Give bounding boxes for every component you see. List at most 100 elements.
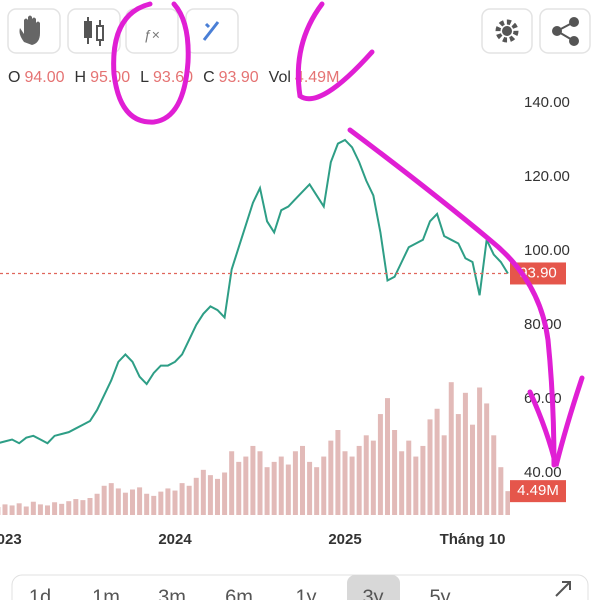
range-button[interactable]: 3m <box>158 586 186 600</box>
volume-bar <box>463 393 468 515</box>
toolbar: ƒ× <box>8 9 590 53</box>
volume-bar <box>286 465 291 515</box>
range-button[interactable]: 5y <box>429 586 450 600</box>
volume-bar <box>144 494 149 515</box>
volume-bar <box>371 441 376 515</box>
y-tick-label: 100.00 <box>524 242 570 259</box>
volume-bar <box>413 457 418 515</box>
x-tick-label: Tháng 10 <box>440 531 506 548</box>
ohlc-value: 94.00 <box>24 69 64 86</box>
ohlc-key: O <box>8 69 20 86</box>
volume-bar <box>378 414 383 515</box>
volume-bar <box>343 451 348 515</box>
volume-bar <box>123 493 128 515</box>
range-button[interactable]: 6m <box>225 586 253 600</box>
volume-bar <box>31 502 36 515</box>
volume-bar <box>173 491 178 515</box>
volume-bar <box>392 430 397 515</box>
volume-bar <box>357 446 362 515</box>
volume-bar <box>385 398 390 515</box>
share-button[interactable] <box>540 9 590 53</box>
volume-bar <box>24 507 29 516</box>
volume-bar <box>151 496 156 515</box>
volume-bar <box>484 403 489 515</box>
volume-bar <box>102 486 107 515</box>
volume-bar <box>258 451 263 515</box>
volume-bar <box>201 470 206 515</box>
volume-bar <box>364 435 369 515</box>
volume-bar <box>215 479 220 515</box>
volume-bar <box>236 462 241 515</box>
volume-bar <box>116 488 121 515</box>
ohlc-key: H <box>75 69 87 86</box>
x-tick-label: 2024 <box>158 531 192 548</box>
ohlc-key: C <box>203 69 215 86</box>
volume-bar <box>321 457 326 515</box>
range-button[interactable]: 3y <box>362 586 383 600</box>
indicator-icon: ƒ× <box>144 27 160 43</box>
volume-bar <box>435 409 440 515</box>
volume-bar <box>88 498 93 515</box>
price-line <box>0 140 508 443</box>
last-volume-label: 4.49M <box>517 482 559 499</box>
volume-bar <box>498 467 503 515</box>
volume-bar <box>300 446 305 515</box>
ohlc-value: 93.90 <box>219 69 259 86</box>
volume-bar <box>350 457 355 515</box>
ohlc-value: 95.00 <box>90 69 130 86</box>
volume-bar <box>272 462 277 515</box>
range-button[interactable]: 1d <box>29 586 51 600</box>
volume-bar <box>470 425 475 515</box>
volume-bar <box>293 451 298 515</box>
x-tick-label: 2025 <box>328 531 361 548</box>
volume-bar <box>449 382 454 515</box>
volume-bar <box>505 491 510 515</box>
volume-bar <box>180 483 185 515</box>
volume-bar <box>243 457 248 515</box>
volume-bar <box>279 457 284 515</box>
volume-bar <box>165 488 170 515</box>
volume-bar <box>229 451 234 515</box>
ohlc-key: Vol <box>269 69 291 86</box>
volume-bar <box>208 475 213 515</box>
y-tick-label: 120.00 <box>524 168 570 185</box>
candle-button[interactable] <box>68 9 120 53</box>
ohlc-key: L <box>140 69 149 86</box>
volume-bar <box>399 451 404 515</box>
volume-bar <box>477 388 482 516</box>
volume-bar <box>328 441 333 515</box>
volume-bar <box>73 499 78 515</box>
volume-bar <box>10 505 15 515</box>
volume-bar <box>265 467 270 515</box>
range-button[interactable]: 1m <box>92 586 120 600</box>
volume-bar <box>456 414 461 515</box>
volume-bar <box>95 494 100 515</box>
volume-bar <box>38 504 43 515</box>
volume-bar <box>109 483 114 515</box>
volume-bar <box>442 435 447 515</box>
volume-bar <box>52 502 57 515</box>
volume-bar <box>80 500 85 515</box>
range-button[interactable]: 1y <box>295 586 316 600</box>
volume-bar <box>45 505 50 515</box>
volume-bar <box>222 473 227 516</box>
volume-bar <box>250 446 255 515</box>
volume-bar <box>137 487 142 515</box>
volume-bar <box>307 462 312 515</box>
gear-core <box>502 26 512 36</box>
volume-bar <box>314 467 319 515</box>
volume-bar <box>194 478 199 515</box>
volume-bar <box>59 504 64 515</box>
volume-bar <box>3 504 8 515</box>
volume-bar <box>158 492 163 515</box>
volume-bar <box>335 430 340 515</box>
volume-bar <box>428 419 433 515</box>
y-tick-label: 140.00 <box>524 94 570 111</box>
volume-bar <box>491 435 496 515</box>
x-tick-label: 2023 <box>0 531 22 548</box>
volume-bar <box>17 503 22 515</box>
range-bar: 1d 1m 3m 6m 1y 3y 5y <box>12 575 588 600</box>
